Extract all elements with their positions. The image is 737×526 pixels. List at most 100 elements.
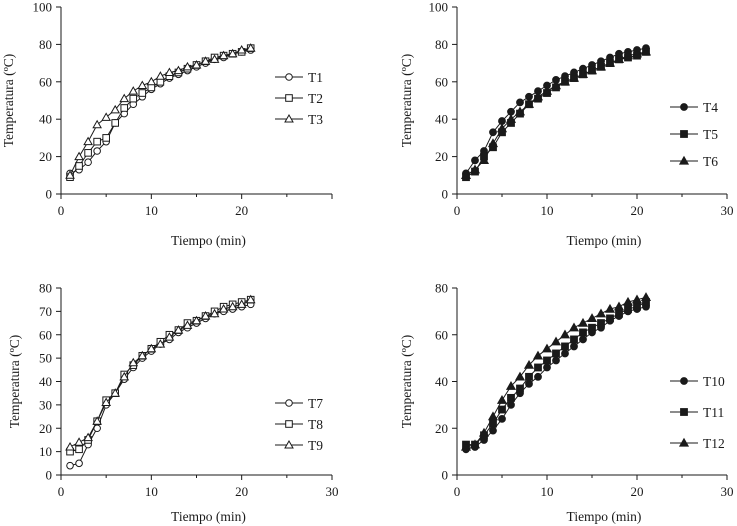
legend-marker xyxy=(680,103,688,111)
data-point-t6 xyxy=(514,106,526,116)
data-point-t9 xyxy=(83,432,93,442)
data-point-t12 xyxy=(469,439,481,449)
data-point-t12 xyxy=(577,317,589,327)
data-point-t3 xyxy=(200,56,211,65)
chart-panel-t1-t3: 0 20 40 60 80 100 0 10 20 Tiempo (min) Temperatura… xyxy=(1,0,333,248)
data-point-t9 xyxy=(182,320,193,329)
legend-entry-t9: T9 xyxy=(275,438,323,453)
data-point-t3 xyxy=(245,43,256,52)
data-point-t2 xyxy=(102,134,110,142)
data-point-t2 xyxy=(75,162,83,170)
data-point-t2 xyxy=(138,89,147,97)
data-point-t9 xyxy=(164,332,175,341)
legend-entry-t1: T1 xyxy=(275,70,323,85)
data-point-t11 xyxy=(498,405,506,414)
data-point-t6 xyxy=(568,72,580,82)
series-line-t1 xyxy=(69,49,251,174)
data-point-t12 xyxy=(568,322,580,332)
data-point-t6 xyxy=(496,123,508,133)
y-tick-label: 40 xyxy=(435,374,448,389)
data-point-t9 xyxy=(155,339,166,348)
y-tick-label: 40 xyxy=(39,112,52,127)
data-point-t2 xyxy=(120,104,129,112)
series-t4 xyxy=(462,44,650,178)
series-t11 xyxy=(462,298,650,449)
x-tick-label: 20 xyxy=(631,484,644,499)
data-point-t3 xyxy=(110,104,121,114)
data-point-t10 xyxy=(561,349,569,358)
y-tick-label: 80 xyxy=(39,37,52,52)
legend-label: T5 xyxy=(703,127,718,142)
data-point-t11 xyxy=(552,349,560,358)
data-point-t10 xyxy=(579,335,587,344)
y-axis-label: Temperatura (ºC) xyxy=(1,54,16,148)
data-point-t6 xyxy=(604,57,616,67)
data-point-t10 xyxy=(498,415,506,423)
data-point-t6 xyxy=(505,113,517,123)
series-t6 xyxy=(460,46,652,179)
legend-label: T6 xyxy=(703,154,718,169)
chart-panel-t7-t9: 0 10 20 30 40 50 60 70 80 0 10 20 30 Tiempo (min) Temp… xyxy=(7,281,339,525)
data-point-t3 xyxy=(155,71,166,80)
chart-panel-t10-t12: 0 20 40 60 80 0 10 20 30 Tiempo (min) Temperatura … xyxy=(399,281,734,525)
data-point-t4 xyxy=(516,98,524,107)
x-tick-label: 0 xyxy=(454,203,461,218)
y-tick-label: 70 xyxy=(39,304,52,319)
data-point-t3 xyxy=(92,119,102,129)
legend-label: T2 xyxy=(308,91,323,106)
legend-entry-t8: T8 xyxy=(275,417,323,432)
data-point-t6 xyxy=(460,170,472,179)
data-point-t9 xyxy=(65,441,75,451)
data-point-t6 xyxy=(541,85,553,95)
data-point-t9 xyxy=(218,304,229,313)
x-axis-label: Tiempo (min) xyxy=(567,509,642,524)
data-point-t12 xyxy=(595,308,607,318)
data-point-t3 xyxy=(65,170,75,179)
series-t7 xyxy=(66,300,255,470)
data-point-t6 xyxy=(532,91,544,101)
data-point-t3 xyxy=(137,80,148,90)
legend-marker xyxy=(284,113,294,123)
data-point-t3 xyxy=(119,93,130,103)
x-tick-label: 10 xyxy=(541,484,554,499)
data-point-t11 xyxy=(606,314,614,323)
data-point-t12 xyxy=(604,303,616,313)
data-point-t6 xyxy=(586,65,598,75)
data-point-t11 xyxy=(570,335,578,344)
data-point-t3 xyxy=(209,54,220,63)
x-tick-label: 10 xyxy=(145,203,158,218)
legend-marker xyxy=(285,73,293,81)
data-point-t9 xyxy=(227,301,238,311)
data-point-t10 xyxy=(507,400,515,409)
legend-entry-t3: T3 xyxy=(275,112,323,127)
data-point-t6 xyxy=(613,54,625,64)
data-point-t6 xyxy=(640,46,652,56)
data-point-t12 xyxy=(550,336,562,346)
data-point-t9 xyxy=(101,397,112,407)
data-point-t9 xyxy=(191,315,202,325)
x-axis-label: Tiempo (min) xyxy=(171,509,246,524)
data-point-t9 xyxy=(236,299,247,308)
data-point-t3 xyxy=(191,59,202,69)
data-point-t12 xyxy=(478,427,490,437)
legend-marker xyxy=(285,94,293,102)
y-axis-label: Temperatura (ºC) xyxy=(399,54,414,148)
data-point-t9 xyxy=(209,308,220,318)
data-point-t11 xyxy=(525,372,533,381)
x-tick-label: 20 xyxy=(235,203,248,218)
data-point-t2 xyxy=(93,137,101,146)
data-point-t9 xyxy=(245,294,256,304)
x-tick-label: 0 xyxy=(58,203,65,218)
data-point-t9 xyxy=(146,343,157,353)
series-t2 xyxy=(66,44,255,181)
legend-label: T12 xyxy=(703,436,725,451)
y-tick-label: 20 xyxy=(39,149,52,164)
series-t3 xyxy=(65,43,256,179)
data-point-t3 xyxy=(227,48,238,58)
data-point-t9 xyxy=(173,325,184,334)
legend-entry-t12: T12 xyxy=(670,436,725,451)
x-axis-label: Tiempo (min) xyxy=(171,233,246,248)
data-point-t11 xyxy=(543,356,551,365)
data-point-t6 xyxy=(559,76,571,86)
data-point-t12 xyxy=(487,411,499,421)
